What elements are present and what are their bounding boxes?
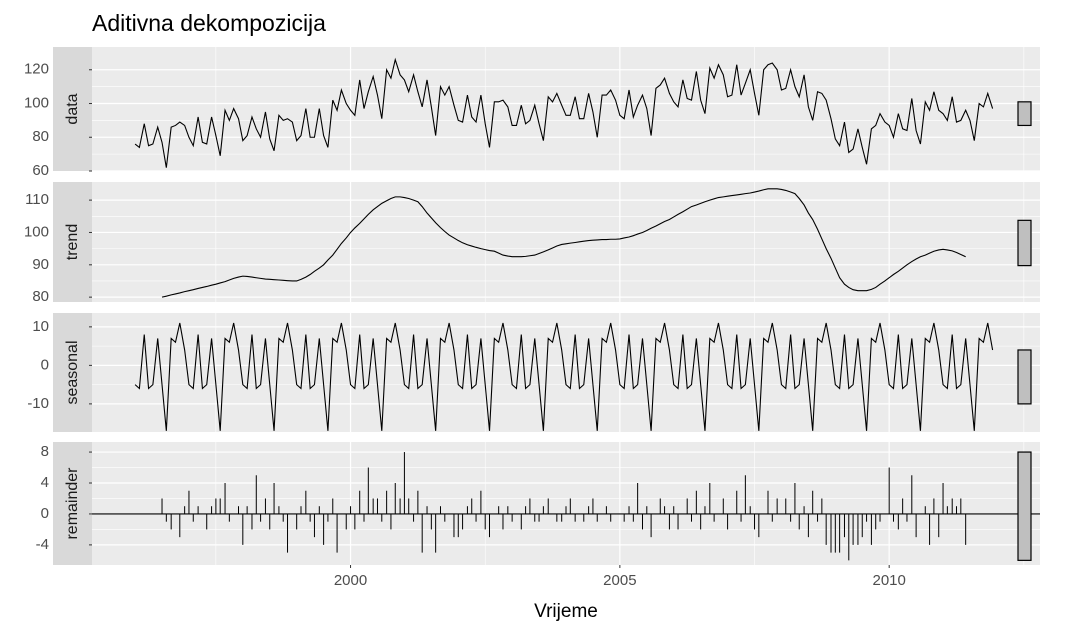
y-tick-label: 0 bbox=[41, 356, 49, 373]
y-tick-label: 90 bbox=[32, 256, 49, 273]
scale-bar bbox=[1017, 349, 1032, 405]
series-line bbox=[161, 188, 966, 298]
y-tick-label: -4 bbox=[36, 536, 49, 553]
y-tick-label: 100 bbox=[24, 223, 49, 240]
x-tick-label: 2005 bbox=[603, 572, 636, 589]
y-tick-label: 120 bbox=[24, 61, 49, 78]
y-tick-label: 80 bbox=[32, 128, 49, 145]
scale-bar bbox=[1017, 101, 1032, 127]
y-tick-label: 100 bbox=[24, 94, 49, 111]
strip-label: data bbox=[64, 93, 81, 124]
strip-background bbox=[53, 313, 92, 432]
series-line bbox=[134, 322, 994, 431]
strip-background bbox=[53, 442, 92, 565]
y-tick-label: 8 bbox=[41, 443, 49, 460]
strip-background bbox=[53, 182, 92, 302]
y-tick-label: 60 bbox=[32, 162, 49, 179]
panel-background bbox=[92, 182, 1040, 302]
y-tick-label: 0 bbox=[41, 505, 49, 522]
chart-title: Aditivna dekompozicija bbox=[92, 10, 326, 36]
scale-bar bbox=[1017, 451, 1032, 561]
strip-label: remainder bbox=[64, 467, 81, 540]
y-tick-label: 80 bbox=[32, 288, 49, 305]
panel-background bbox=[92, 47, 1040, 171]
x-axis-label: Vrijeme bbox=[534, 601, 598, 622]
x-tick-label: 2000 bbox=[334, 572, 367, 589]
y-tick-label: 10 bbox=[32, 318, 49, 335]
strip-label: trend bbox=[64, 224, 81, 260]
y-tick-label: 4 bbox=[41, 474, 49, 491]
x-tick-label: 2010 bbox=[872, 572, 905, 589]
y-tick-label: -10 bbox=[27, 395, 49, 412]
series-line bbox=[134, 57, 994, 168]
strip-label: seasonal bbox=[64, 340, 81, 404]
panel-background bbox=[92, 442, 1040, 565]
panel-background bbox=[92, 313, 1040, 432]
strip-background bbox=[53, 47, 92, 171]
scale-bar bbox=[1017, 219, 1032, 267]
y-tick-label: 110 bbox=[25, 191, 49, 208]
